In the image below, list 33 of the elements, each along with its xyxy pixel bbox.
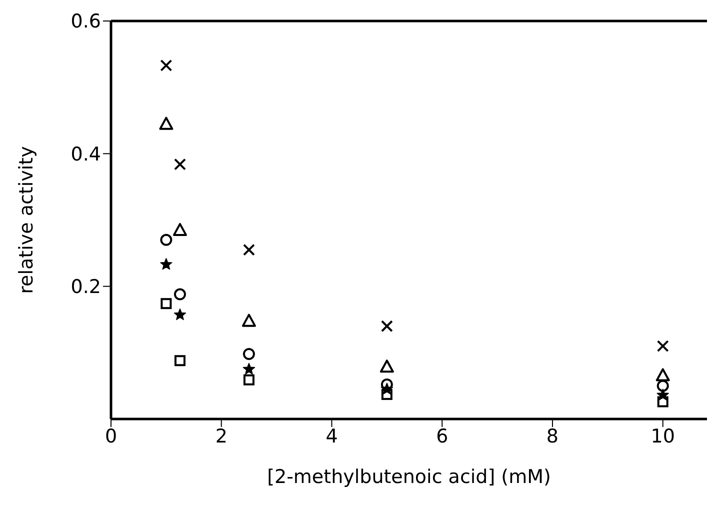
- point: [656, 368, 670, 382]
- point: [174, 158, 186, 170]
- point: [656, 340, 669, 352]
- point: [160, 258, 172, 270]
- point: [242, 244, 255, 256]
- x-tick-label: 0: [104, 425, 118, 448]
- point: [160, 234, 172, 246]
- point: [160, 298, 172, 310]
- x-tick-label: 6: [436, 425, 448, 448]
- y-tick-label: 0.4: [70, 143, 101, 166]
- point: [243, 374, 254, 386]
- point: [160, 59, 172, 72]
- point: [159, 116, 174, 130]
- x-tick-label: 8: [546, 425, 559, 448]
- point: [174, 308, 186, 320]
- point: [657, 396, 668, 408]
- point: [174, 355, 186, 366]
- x-tick-label: 2: [215, 425, 228, 448]
- y-tick-label: 0.6: [70, 10, 101, 33]
- point: [172, 222, 187, 236]
- point: [174, 288, 186, 300]
- point: [242, 348, 255, 360]
- x-axis-title: [2-methylbutenoic acid] (mM): [267, 466, 551, 488]
- point: [242, 362, 256, 375]
- point: [381, 388, 392, 400]
- point: [380, 360, 394, 373]
- point: [380, 320, 393, 332]
- point: [656, 380, 669, 392]
- x-tick-label: 10: [650, 425, 675, 448]
- point: [242, 314, 256, 327]
- y-tick-label: 0.2: [70, 276, 101, 298]
- x-tick-label: 4: [326, 425, 338, 448]
- y-axis-title: relative activity: [16, 146, 38, 294]
